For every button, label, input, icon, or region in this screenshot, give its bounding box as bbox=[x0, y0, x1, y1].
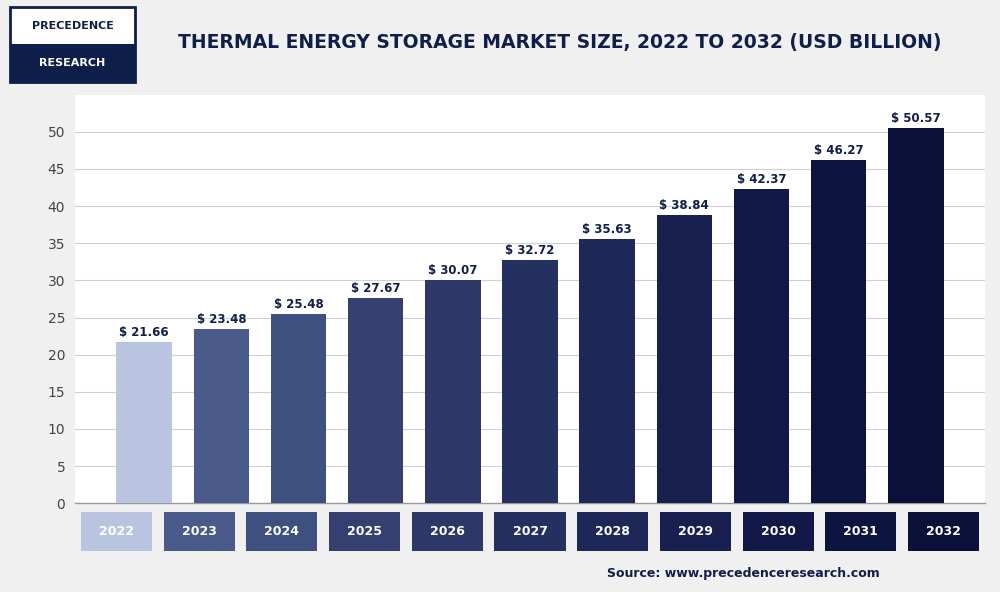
Text: PRECEDENCE: PRECEDENCE bbox=[32, 21, 113, 31]
Text: 2032: 2032 bbox=[926, 525, 961, 538]
Text: $ 38.84: $ 38.84 bbox=[659, 199, 709, 212]
Text: $ 21.66: $ 21.66 bbox=[119, 326, 169, 339]
Text: $ 50.57: $ 50.57 bbox=[891, 112, 941, 125]
Text: 2028: 2028 bbox=[595, 525, 630, 538]
Bar bbox=[811, 160, 866, 503]
FancyBboxPatch shape bbox=[10, 7, 135, 44]
Bar bbox=[502, 260, 558, 503]
Text: 2027: 2027 bbox=[512, 525, 548, 538]
Text: 2031: 2031 bbox=[843, 525, 878, 538]
Bar bbox=[734, 188, 789, 503]
Text: 2025: 2025 bbox=[347, 525, 382, 538]
Text: $ 23.48: $ 23.48 bbox=[197, 313, 246, 326]
Text: $ 46.27: $ 46.27 bbox=[814, 144, 863, 157]
Bar bbox=[194, 329, 249, 503]
Text: $ 35.63: $ 35.63 bbox=[582, 223, 632, 236]
Text: Source: www.precedenceresearch.com: Source: www.precedenceresearch.com bbox=[607, 567, 880, 580]
Bar bbox=[657, 215, 712, 503]
Text: 2030: 2030 bbox=[761, 525, 796, 538]
Bar bbox=[348, 298, 403, 503]
Bar bbox=[425, 280, 481, 503]
Text: RESEARCH: RESEARCH bbox=[39, 58, 106, 68]
Text: 2024: 2024 bbox=[264, 525, 299, 538]
Text: $ 32.72: $ 32.72 bbox=[505, 244, 555, 257]
Text: 2026: 2026 bbox=[430, 525, 465, 538]
Text: 2022: 2022 bbox=[99, 525, 134, 538]
Bar bbox=[579, 239, 635, 503]
Bar bbox=[888, 128, 944, 503]
Text: THERMAL ENERGY STORAGE MARKET SIZE, 2022 TO 2032 (USD BILLION): THERMAL ENERGY STORAGE MARKET SIZE, 2022… bbox=[178, 33, 942, 52]
Text: 2029: 2029 bbox=[678, 525, 713, 538]
Bar bbox=[271, 314, 326, 503]
Text: $ 27.67: $ 27.67 bbox=[351, 282, 400, 295]
Bar bbox=[116, 342, 172, 503]
Text: $ 25.48: $ 25.48 bbox=[274, 298, 323, 311]
Text: 2023: 2023 bbox=[182, 525, 217, 538]
FancyBboxPatch shape bbox=[10, 44, 135, 82]
Text: $ 30.07: $ 30.07 bbox=[428, 264, 478, 277]
Text: $ 42.37: $ 42.37 bbox=[737, 172, 786, 185]
